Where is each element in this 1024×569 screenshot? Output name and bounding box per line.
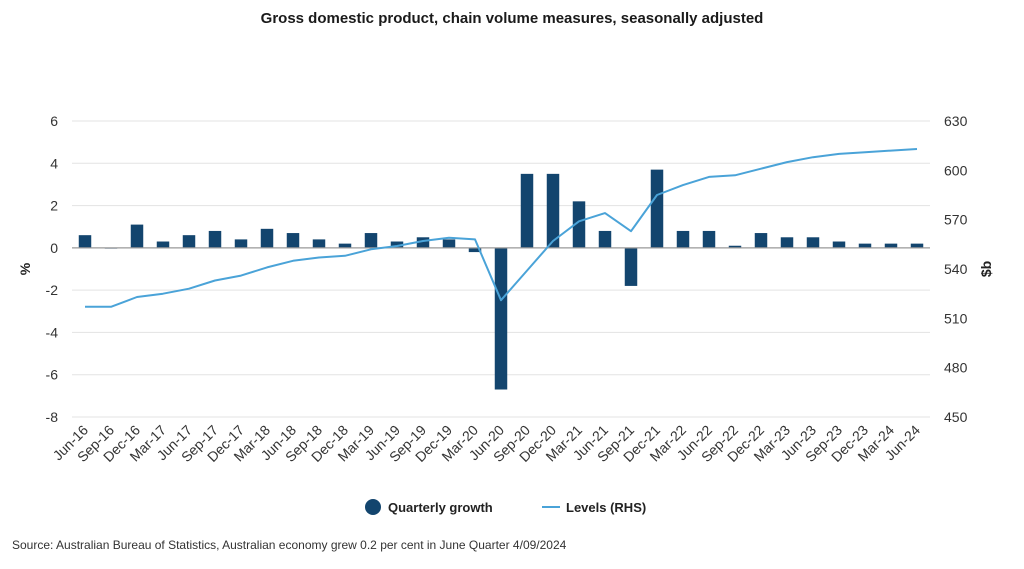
bar (130, 224, 144, 248)
line-series (85, 148, 918, 308)
y-right-tick-label: 540 (944, 261, 968, 277)
source-note: Source: Australian Bureau of Statistics,… (12, 538, 567, 552)
bar (260, 228, 274, 248)
y-left-tick-label: 6 (50, 113, 58, 129)
bar (702, 230, 716, 248)
legend-swatch-quarterly-growth (365, 499, 381, 515)
bar (754, 233, 768, 248)
bar (910, 243, 924, 248)
bar (598, 230, 612, 248)
bar (234, 239, 248, 248)
bar (416, 237, 430, 248)
y-right-tick-label: 450 (944, 409, 968, 425)
y-right-tick-label: 630 (944, 113, 968, 129)
y-left-tick-label: -8 (46, 409, 59, 425)
bar (572, 201, 586, 248)
bar (858, 243, 872, 248)
bar (156, 241, 170, 248)
y-left-tick-label: -6 (46, 367, 59, 383)
y-right-tick-label: 570 (944, 212, 968, 228)
bar (780, 237, 794, 248)
bar (442, 239, 456, 248)
bar (624, 247, 638, 286)
bar (520, 173, 534, 248)
bar (468, 247, 482, 253)
y-left-tick-label: 4 (50, 155, 58, 171)
y-right-axis-title: $b (978, 261, 994, 277)
bar (832, 241, 846, 248)
bar (806, 237, 820, 248)
y-left-tick-label: 2 (50, 198, 58, 214)
bar (884, 243, 898, 248)
y-left-axis-title: % (17, 262, 33, 275)
bar (364, 233, 378, 248)
bar (546, 173, 560, 248)
bar (182, 235, 196, 248)
bar (286, 233, 300, 248)
chart-title: Gross domestic product, chain volume mea… (260, 10, 764, 27)
bar (390, 241, 404, 248)
y-right-tick-label: 600 (944, 162, 968, 178)
levels-line (85, 148, 918, 308)
bar (650, 169, 664, 248)
chart: 6420-2-4-6-8630600570540510480450Jun-16S… (17, 113, 994, 515)
y-left-tick-label: 0 (50, 240, 58, 256)
y-right-tick-label: 480 (944, 360, 968, 376)
legend-label-levels: Levels (RHS) (566, 500, 646, 515)
bar (208, 230, 222, 248)
bar (494, 247, 508, 390)
bar (676, 230, 690, 248)
bar (78, 235, 92, 248)
y-left-tick-label: -4 (46, 324, 59, 340)
bar (728, 245, 742, 248)
legend-label-quarterly-growth: Quarterly growth (388, 500, 493, 515)
bar (338, 243, 352, 248)
legend: Quarterly growth Levels (RHS) (365, 499, 646, 515)
y-left-tick-label: -2 (46, 282, 59, 298)
bar-series (78, 169, 924, 390)
bar (312, 239, 326, 248)
y-right-tick-label: 510 (944, 310, 968, 326)
